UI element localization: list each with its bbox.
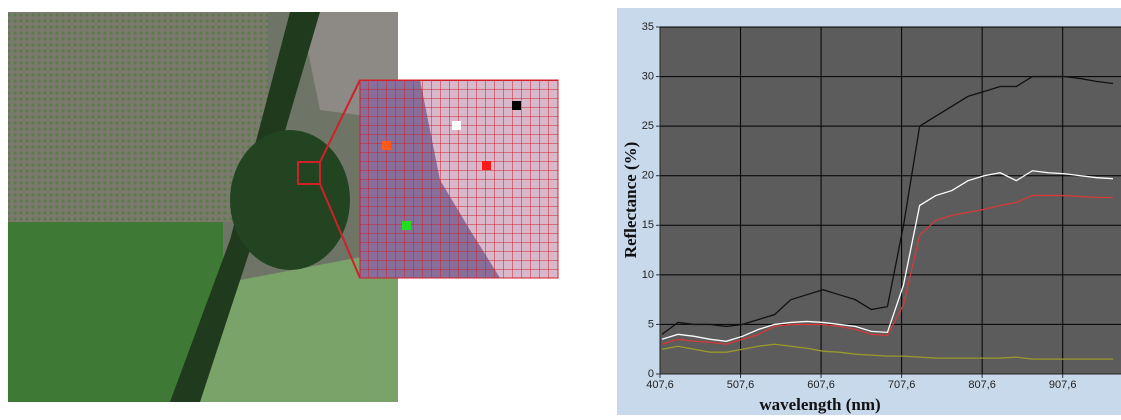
x-tick-label: 507,6 (727, 379, 755, 391)
series-line (661, 343, 1113, 360)
x-tick-label: 907,6 (1049, 379, 1077, 391)
y-tick-label: 15 (642, 219, 654, 231)
x-tick-label: 807,6 (968, 379, 996, 391)
x-tick-label: 407,6 (646, 379, 674, 391)
series-line (661, 194, 1113, 345)
y-tick-label: 10 (642, 269, 654, 281)
y-axis-label: Reflectance (%) (621, 142, 640, 259)
y-tick-label: 0 (648, 368, 654, 380)
x-tick-label: 707,6 (888, 379, 916, 391)
y-tick-label: 5 (648, 318, 654, 330)
y-tick-label: 35 (642, 21, 654, 33)
aerial-image (8, 12, 559, 402)
y-tick-label: 25 (642, 120, 654, 132)
x-axis-label: wavelength (nm) (759, 395, 880, 414)
plot-area (660, 27, 1121, 374)
series-line (661, 170, 1113, 342)
y-tick-label: 30 (642, 70, 654, 82)
x-tick-label: 607,6 (807, 379, 835, 391)
series-line (661, 75, 1114, 335)
y-tick-label: 20 (642, 170, 654, 182)
